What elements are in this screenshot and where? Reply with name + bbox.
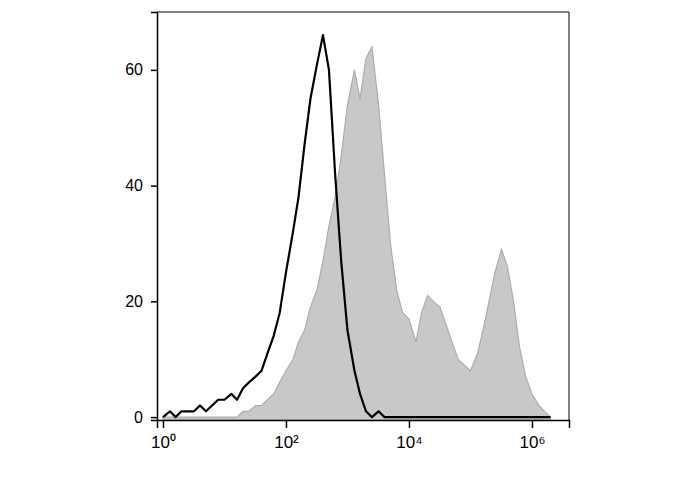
x-tick-mark [409,420,411,428]
y-tick-mark [151,417,157,419]
y-tick-mark [151,301,157,303]
y-axis-line [151,13,158,421]
chart: 10⁰ 10² 10⁴ 10⁶ 0 20 40 60 [0,0,688,490]
y-tick-label: 20 [125,293,143,310]
x-axis-line [158,421,570,429]
y-tick: 60 [125,61,157,78]
x-tick-label: 10⁴ [396,433,422,452]
frame-top [157,12,569,13]
y-tick-mark [151,70,157,72]
y-tick-label: 40 [125,177,143,194]
y-tick-mark [151,185,157,187]
histogram-area [163,47,551,420]
frame-right [569,12,570,420]
x-tick: 10⁴ [396,420,422,452]
x-tick-label: 10² [274,433,299,452]
x-tick-label: 10⁶ [520,433,546,452]
y-tick: 20 [125,293,157,310]
y-tick-label: 60 [125,61,143,78]
y-tick: 0 [134,409,157,426]
x-tick: 10⁶ [520,420,546,452]
x-tick-mark [532,420,534,428]
y-tick-label: 0 [134,409,143,426]
y-tick: 40 [125,177,157,194]
y-axis: 0 20 40 60 [125,13,157,426]
x-tick: 10⁰ [151,420,176,452]
x-tick-label: 10⁰ [151,433,176,452]
plot-area [163,35,551,420]
x-tick: 10² [274,420,299,452]
histogram-line [163,35,551,417]
x-axis: 10⁰ 10² 10⁴ 10⁶ [151,420,570,452]
x-tick-mark [286,420,288,428]
x-tick-mark [163,420,165,428]
